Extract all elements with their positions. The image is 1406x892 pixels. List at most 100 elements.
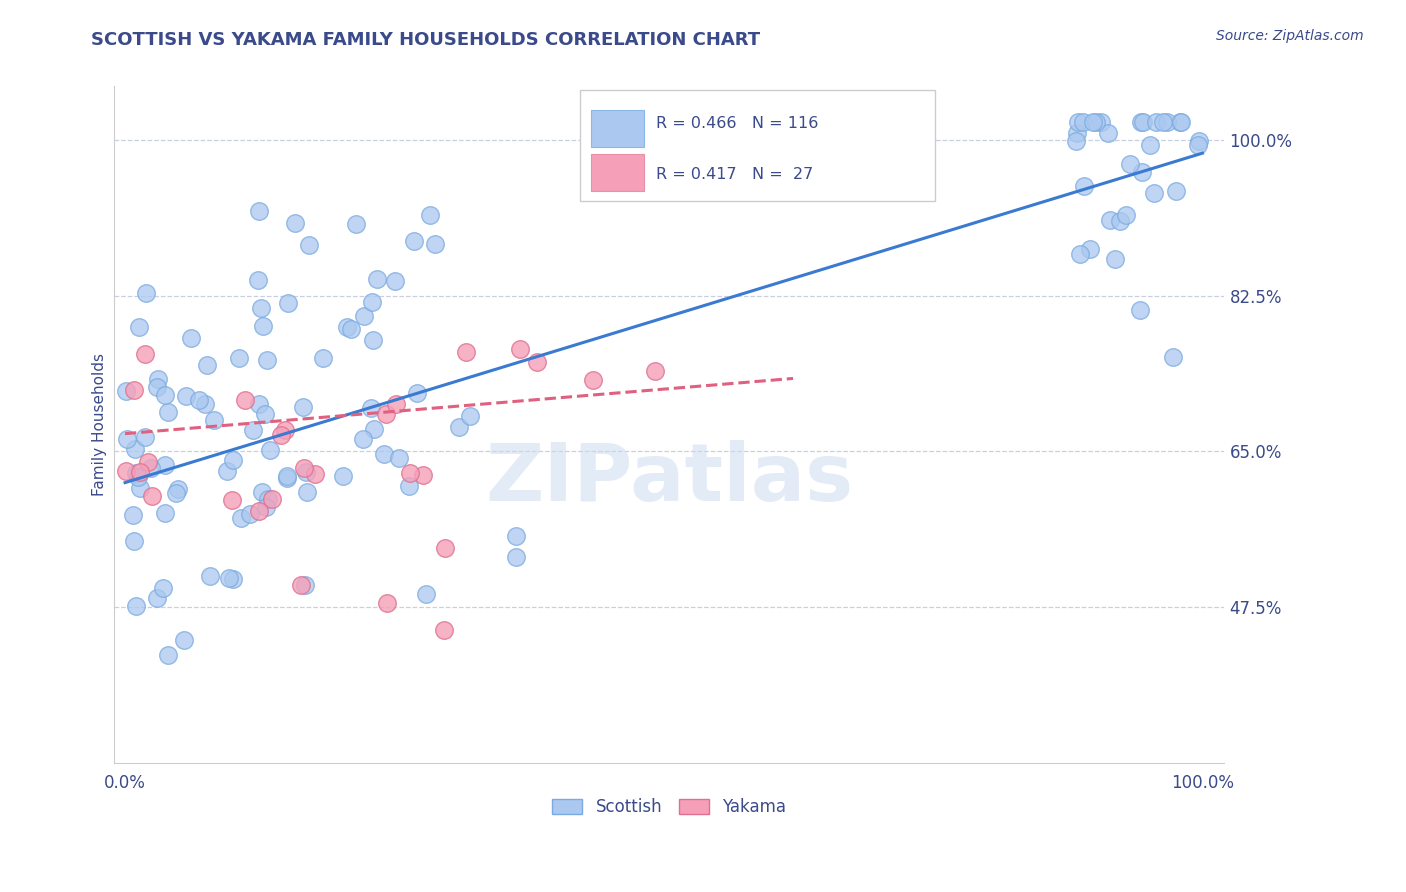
Point [115,384,138,399]
FancyBboxPatch shape [581,90,935,202]
Point [146,380,169,394]
Point [402,234,425,248]
Point [125,466,148,480]
Point [247,504,270,518]
Point [141,489,163,503]
Point [249,301,271,315]
Point [242,424,264,438]
Point [165,486,187,500]
Point [125,599,148,613]
Point [412,468,434,483]
Point [1097,126,1119,140]
Point [115,432,138,446]
Point [152,581,174,595]
Point [1083,115,1105,129]
Point [1129,115,1152,129]
Point [526,355,548,369]
Point [295,484,318,499]
Point [1073,115,1095,129]
FancyBboxPatch shape [592,110,644,147]
Point [505,529,527,543]
Point [115,464,138,478]
Text: R = 0.417   N =  27: R = 0.417 N = 27 [655,167,813,182]
Point [363,334,385,348]
Text: ZIPatlas: ZIPatlas [485,440,853,518]
Point [174,389,197,403]
Point [434,541,457,556]
Point [353,309,375,323]
Point [156,648,179,663]
Point [1129,302,1152,317]
Point [127,470,149,484]
Point [294,578,316,592]
Point [360,401,382,416]
Point [134,347,156,361]
Point [195,358,218,372]
Point [388,450,411,465]
Point [1164,184,1187,198]
Point [135,285,157,300]
Point [1066,126,1088,140]
Point [231,511,253,525]
Point [415,587,437,601]
Point [134,430,156,444]
Point [1130,165,1153,179]
Point [128,465,150,479]
Point [1099,212,1122,227]
Point [222,572,245,586]
Point [156,405,179,419]
Point [122,508,145,522]
Point [276,469,298,483]
Point [274,423,297,437]
Text: Source: ZipAtlas.com: Source: ZipAtlas.com [1216,29,1364,43]
Point [1139,138,1161,153]
Point [1132,115,1154,129]
Point [292,400,315,414]
Point [297,238,319,252]
Point [373,446,395,460]
Point [221,492,243,507]
Point [256,352,278,367]
Point [458,409,481,423]
Point [304,467,326,481]
Point [276,295,298,310]
Point [202,413,225,427]
Point [384,397,406,411]
Text: R = 0.466   N = 116: R = 0.466 N = 116 [655,116,818,131]
Point [124,534,146,549]
Point [374,407,396,421]
Point [260,492,283,507]
Point [256,491,278,506]
Point [509,343,531,357]
Point [582,373,605,387]
Point [1170,115,1192,129]
Point [153,458,176,472]
Point [340,322,363,336]
Point [122,383,145,397]
Point [259,443,281,458]
Point [249,204,271,219]
Point [1066,134,1088,148]
Point [352,432,374,446]
Point [375,596,398,610]
Legend: Scottish, Yakama: Scottish, Yakama [546,791,793,822]
Point [228,351,250,365]
Point [136,455,159,469]
Point [252,485,274,500]
Point [1090,115,1112,129]
Point [173,632,195,647]
Point [1084,115,1107,129]
Point [456,345,478,359]
Point [128,320,150,334]
Point [384,274,406,288]
Point [146,372,169,386]
Point [276,471,298,485]
Y-axis label: Family Households: Family Households [93,353,107,496]
Point [129,481,152,495]
Point [398,479,420,493]
Point [312,351,335,365]
Point [254,500,277,515]
Point [1188,134,1211,148]
Point [233,393,256,408]
Point [218,571,240,585]
